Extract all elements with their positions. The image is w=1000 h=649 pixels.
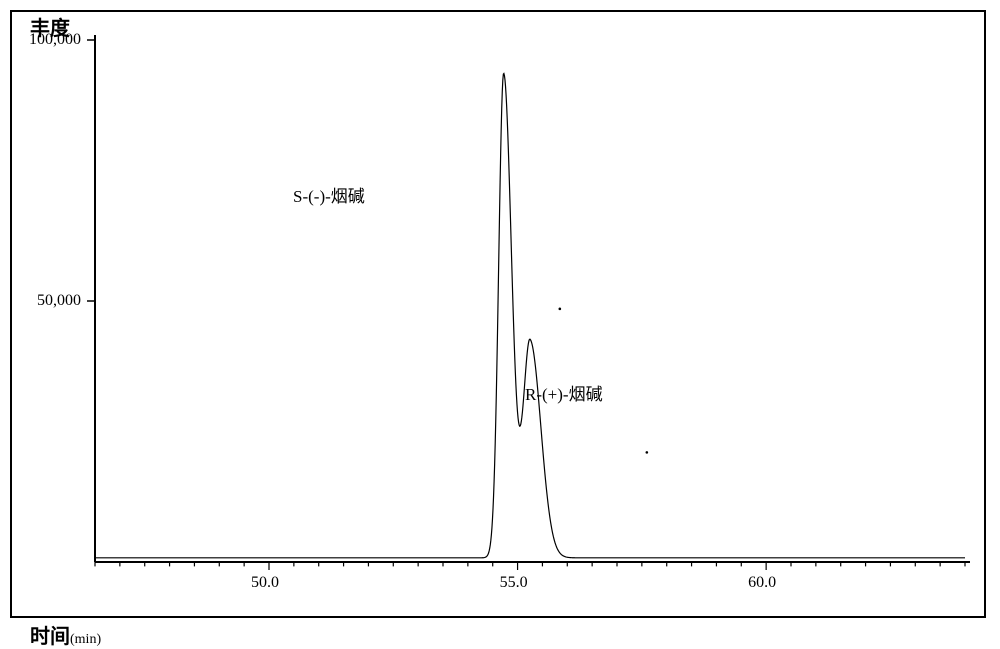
x-axis-title: 时间(min) — [30, 620, 101, 649]
x-axis-unit: (min) — [70, 632, 101, 647]
x-axis-title-text: 时间 — [30, 626, 70, 648]
chromatogram-plot — [10, 10, 986, 618]
